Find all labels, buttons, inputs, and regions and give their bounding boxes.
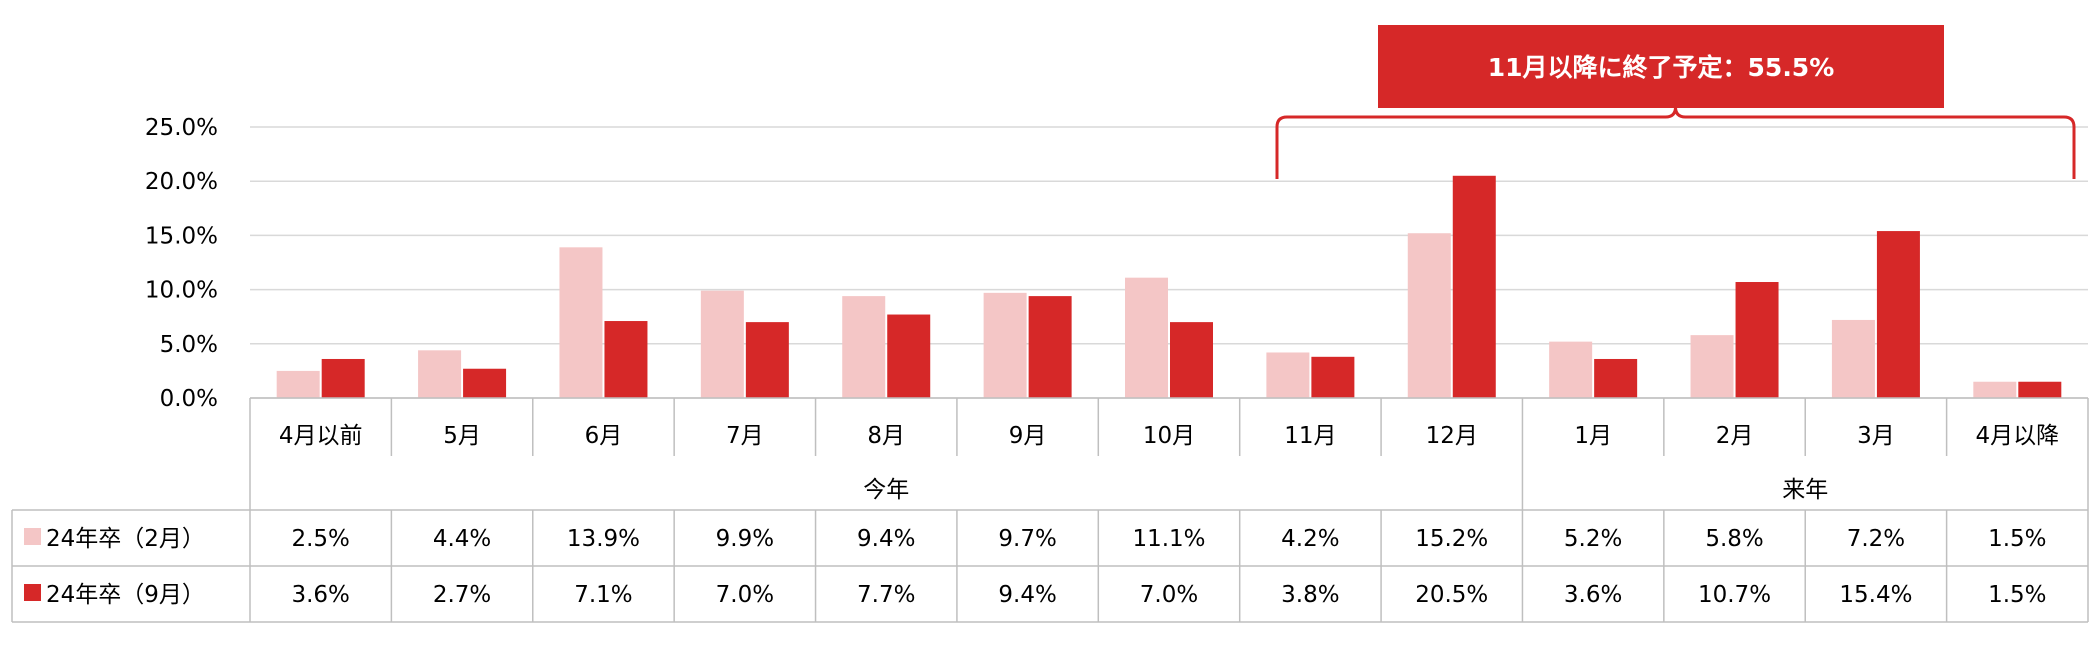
bar-series2 (887, 314, 931, 398)
table-cell: 2.7% (433, 582, 491, 608)
x-tick-label: 3月 (1857, 423, 1895, 449)
table-cell: 7.7% (857, 582, 915, 608)
table-cell: 7.2% (1847, 526, 1905, 552)
table-cell: 1.5% (1988, 526, 2046, 552)
table-cell: 3.6% (291, 582, 349, 608)
legend-swatch (24, 528, 41, 545)
table-cell: 11.1% (1132, 526, 1205, 552)
bar-series2 (1311, 356, 1355, 398)
table-cell: 9.7% (998, 526, 1056, 552)
table-cell: 9.4% (857, 526, 915, 552)
table-cell: 5.8% (1705, 526, 1763, 552)
y-tick-label: 15.0% (145, 223, 218, 249)
bar-series1 (1690, 335, 1734, 398)
x-tick-label: 7月 (726, 423, 764, 449)
group-label: 来年 (1782, 477, 1828, 503)
table-cell: 5.2% (1564, 526, 1622, 552)
bar-series2 (2018, 381, 2062, 398)
table-cell: 4.2% (1281, 526, 1339, 552)
y-tick-label: 25.0% (145, 115, 218, 141)
x-tick-label: 12月 (1426, 423, 1478, 449)
bar-series1 (1831, 319, 1875, 398)
table-cell: 7.0% (1140, 582, 1198, 608)
bar-series1 (1973, 381, 2017, 398)
x-tick-label: 10月 (1143, 423, 1195, 449)
x-tick-label: 9月 (1009, 423, 1047, 449)
table-cell: 3.6% (1564, 582, 1622, 608)
bar-series2 (463, 368, 507, 398)
bar-series2 (1876, 231, 1920, 398)
legend-label: 24年卒（9月） (46, 582, 205, 608)
bars (276, 175, 2062, 398)
x-tick-label: 4月以前 (279, 423, 363, 449)
bar-series2 (745, 322, 789, 398)
x-tick-label: 5月 (443, 423, 481, 449)
bar-series2 (604, 321, 648, 398)
annotation-box (1378, 25, 1944, 108)
legend-swatch (24, 584, 41, 601)
x-tick-label: 1月 (1574, 423, 1612, 449)
bar-series2 (1028, 296, 1072, 398)
y-tick-label: 20.0% (145, 169, 218, 195)
x-tick-label: 8月 (867, 423, 905, 449)
table-cell: 4.4% (433, 526, 491, 552)
table-cell: 3.8% (1281, 582, 1339, 608)
group-label: 今年 (863, 477, 909, 503)
x-tick-label: 2月 (1716, 423, 1754, 449)
y-tick-label: 0.0% (160, 386, 218, 412)
table-cell: 13.9% (567, 526, 640, 552)
bar-series2 (1594, 358, 1638, 398)
bar-series1 (983, 292, 1027, 398)
table-cell: 1.5% (1988, 582, 2046, 608)
table-cell: 7.0% (716, 582, 774, 608)
bar-series2 (1170, 322, 1213, 398)
y-axis-ticks: 0.0% 5.0% 10.0% 15.0% 20.0% 25.0% (145, 115, 218, 412)
bar-series1 (700, 290, 744, 398)
table-cell: 15.4% (1839, 582, 1912, 608)
table-cell: 20.5% (1415, 582, 1488, 608)
x-tick-label: 11月 (1284, 423, 1336, 449)
bar-series1 (1407, 233, 1451, 398)
bar-series2 (1452, 175, 1496, 398)
x-tick-label: 6月 (585, 423, 623, 449)
table-cell: 9.9% (716, 526, 774, 552)
x-tick-label: 4月以降 (1975, 423, 2059, 449)
gridlines (250, 126, 2088, 399)
y-tick-label: 10.0% (145, 278, 218, 304)
bar-series2 (1735, 282, 1779, 398)
bar-series1 (1266, 352, 1310, 398)
bar-series1 (842, 296, 886, 398)
table-cell: 15.2% (1415, 526, 1488, 552)
bar-series1 (276, 370, 320, 398)
annotation-bracket (1275, 106, 2076, 179)
table-cell: 7.1% (574, 582, 632, 608)
bar-series1 (559, 247, 603, 398)
legend-label: 24年卒（2月） (46, 526, 205, 552)
y-tick-label: 5.0% (160, 332, 218, 358)
table-cell: 9.4% (998, 582, 1056, 608)
annotation-text: 11月以降に終了予定：55.5% (1488, 53, 1835, 82)
annotation-callout: 11月以降に終了予定：55.5% (1275, 25, 2076, 179)
table-cell: 10.7% (1698, 582, 1771, 608)
bar-series1 (1549, 341, 1593, 398)
table-cell: 2.5% (291, 526, 349, 552)
bar-series1 (418, 350, 462, 398)
bar-series2 (321, 358, 365, 398)
bar-series1 (1125, 277, 1168, 398)
